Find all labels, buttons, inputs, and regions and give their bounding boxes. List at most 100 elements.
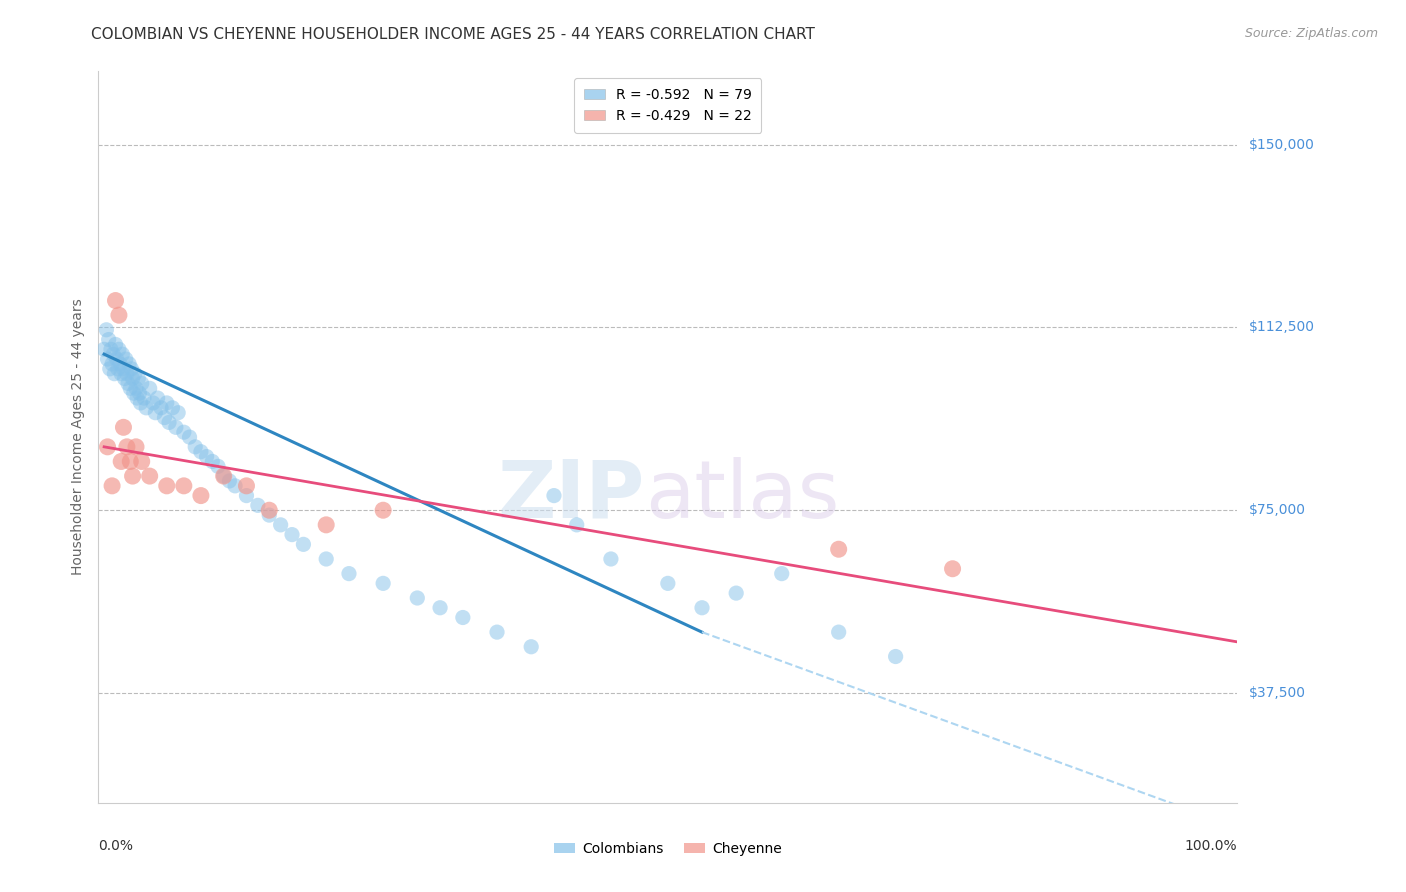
Point — [98, 361, 121, 376]
Point — [127, 391, 149, 405]
Point — [429, 600, 451, 615]
Text: atlas: atlas — [645, 457, 839, 534]
Point — [235, 489, 257, 503]
Point — [96, 352, 118, 367]
Point — [138, 469, 160, 483]
Point — [190, 444, 212, 458]
Text: 100.0%: 100.0% — [1185, 839, 1237, 854]
Point — [117, 376, 139, 391]
Point — [110, 367, 132, 381]
Point — [157, 416, 180, 430]
Point — [131, 376, 153, 391]
Point — [122, 386, 145, 401]
Point — [120, 454, 142, 468]
Point — [96, 440, 118, 454]
Point — [156, 479, 179, 493]
Point — [201, 454, 224, 468]
Point — [127, 371, 149, 385]
Point — [121, 469, 143, 483]
Point — [600, 552, 623, 566]
Point — [235, 479, 257, 493]
Point — [165, 420, 187, 434]
Point — [125, 440, 148, 454]
Point — [884, 649, 907, 664]
Point — [104, 293, 127, 308]
Point — [173, 479, 195, 493]
Point — [110, 454, 132, 468]
Point — [657, 576, 679, 591]
Point — [131, 454, 153, 468]
Point — [690, 600, 713, 615]
Point — [138, 381, 160, 395]
Point — [112, 361, 135, 376]
Point — [371, 503, 394, 517]
Point — [406, 591, 429, 605]
Point — [162, 401, 184, 415]
Point — [212, 469, 235, 483]
Y-axis label: Householder Income Ages 25 - 44 years: Householder Income Ages 25 - 44 years — [70, 299, 84, 575]
Point — [246, 499, 269, 513]
Point — [108, 357, 131, 371]
Point — [142, 396, 165, 410]
Point — [111, 347, 134, 361]
Point — [195, 450, 218, 464]
Point — [828, 542, 851, 557]
Point — [129, 396, 152, 410]
Point — [371, 576, 394, 591]
Point — [101, 479, 124, 493]
Point — [828, 625, 851, 640]
Point — [173, 425, 195, 440]
Point — [132, 391, 155, 405]
Point — [224, 479, 246, 493]
Text: $37,500: $37,500 — [1249, 686, 1305, 700]
Point — [292, 537, 315, 551]
Point — [114, 371, 136, 385]
Point — [105, 352, 128, 367]
Point — [120, 361, 142, 376]
Point — [212, 469, 235, 483]
Point — [270, 517, 292, 532]
Point — [156, 396, 179, 410]
Point — [146, 391, 169, 405]
Point — [543, 489, 565, 503]
Point — [565, 517, 588, 532]
Text: $75,000: $75,000 — [1249, 503, 1305, 517]
Point — [125, 381, 148, 395]
Point — [101, 357, 124, 371]
Point — [115, 440, 138, 454]
Point — [770, 566, 793, 581]
Point — [104, 337, 127, 351]
Text: COLOMBIAN VS CHEYENNE HOUSEHOLDER INCOME AGES 25 - 44 YEARS CORRELATION CHART: COLOMBIAN VS CHEYENNE HOUSEHOLDER INCOME… — [91, 27, 815, 42]
Point — [179, 430, 201, 444]
Point — [97, 333, 120, 347]
Text: ZIP: ZIP — [498, 457, 645, 534]
Point — [520, 640, 543, 654]
Point — [486, 625, 509, 640]
Point — [145, 406, 167, 420]
Point — [114, 352, 136, 367]
Point — [120, 381, 142, 395]
Point — [128, 386, 150, 401]
Point — [118, 357, 141, 371]
Point — [96, 323, 118, 337]
Point — [93, 343, 115, 357]
Point — [259, 503, 281, 517]
Point — [150, 401, 173, 415]
Point — [315, 517, 337, 532]
Point — [184, 440, 207, 454]
Point — [103, 347, 125, 361]
Point — [153, 410, 176, 425]
Point — [315, 552, 337, 566]
Text: Source: ZipAtlas.com: Source: ZipAtlas.com — [1244, 27, 1378, 40]
Point — [115, 367, 138, 381]
Point — [190, 489, 212, 503]
Point — [112, 420, 135, 434]
Point — [259, 508, 281, 522]
Point — [337, 566, 360, 581]
Point — [124, 367, 146, 381]
Text: $150,000: $150,000 — [1249, 137, 1315, 152]
Point — [207, 459, 229, 474]
Point — [108, 343, 131, 357]
Point — [107, 361, 129, 376]
Point — [103, 367, 125, 381]
